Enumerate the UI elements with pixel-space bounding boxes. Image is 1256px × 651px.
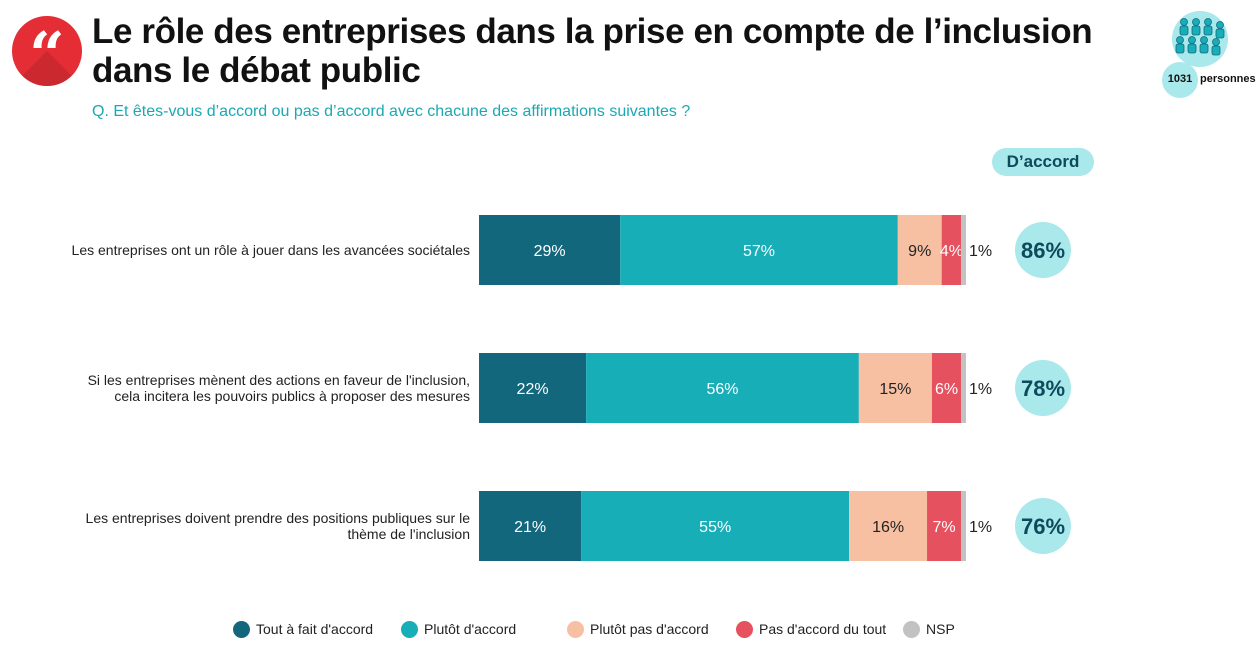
agree-total-bubble [1015, 222, 1071, 278]
bar-segment [849, 491, 928, 561]
legend-item-plutot: Plutôt d'accord [401, 619, 516, 639]
data-label: 57% [743, 243, 775, 260]
legend-swatch-nsp [903, 620, 920, 638]
agree-total-bubble [1015, 360, 1071, 416]
data-label: 16% [872, 519, 904, 536]
sample-count: 1031 [1167, 73, 1193, 85]
legend-item-tout-a-fait: Tout à fait d'accord [233, 619, 373, 639]
legend-label-pas-du-tout: Pas d'accord du tout [759, 621, 887, 637]
category-label: cela incitera les pouvoirs publics à pro… [114, 388, 470, 404]
legend-swatch-tout-a-fait [233, 620, 250, 638]
bar-segment [961, 491, 966, 561]
bar-segment [479, 353, 587, 423]
agree-total-bubble [1015, 498, 1071, 554]
category-label: thème de l'inclusion [347, 526, 470, 542]
quote-icon: “ [29, 18, 65, 87]
data-label: 7% [933, 519, 956, 536]
bar-segment [941, 215, 962, 285]
agree-total-label: 76% [1021, 514, 1065, 539]
data-label: 56% [706, 381, 738, 398]
bar-segment [931, 353, 962, 423]
data-label: 4% [940, 243, 963, 260]
bar-segment [586, 353, 859, 423]
category-label: Si les entreprises mènent des actions en… [88, 372, 470, 388]
category-label: Les entreprises doivent prendre des posi… [86, 510, 471, 526]
legend-label-plutot: Plutôt d'accord [424, 621, 517, 637]
agree-total-label: 86% [1021, 238, 1065, 263]
data-label: 15% [879, 381, 911, 398]
bar-segment [581, 491, 850, 561]
legend-label-nsp: NSP [926, 621, 955, 637]
legend-label-tout-a-fait: Tout à fait d'accord [256, 621, 374, 637]
data-label: 21% [514, 519, 546, 536]
legend-item-pas-du-tout: Pas d'accord du tout [736, 619, 886, 639]
data-label: 1% [969, 381, 992, 398]
sample-count-label: personnes [1200, 73, 1256, 85]
survey-question: Q. Et êtes-vous d’accord ou pas d’accord… [92, 103, 691, 120]
bar-segment [479, 215, 621, 285]
page-title: Le rôle des entreprises dans la prise en… [92, 12, 1093, 90]
bar-segment [927, 491, 962, 561]
data-label: 6% [935, 381, 958, 398]
chart-legend: Tout à fait d'accord Plutôt d'accord Plu… [0, 619, 1256, 639]
bar-segment [479, 491, 582, 561]
bar-segment [620, 215, 898, 285]
data-label: 22% [517, 381, 549, 398]
data-label: 29% [534, 243, 566, 260]
bar-segment [858, 353, 932, 423]
legend-item-plutot-pas: Plutôt pas d'accord [567, 619, 709, 639]
bar-segment [897, 215, 942, 285]
sample-count-badge [1162, 62, 1198, 98]
legend-swatch-plutot-pas [567, 620, 584, 638]
legend-swatch-pas-du-tout [736, 620, 753, 638]
legend-swatch-plutot [401, 620, 418, 638]
legend-item-nsp: NSP [903, 619, 955, 639]
bar-segment [961, 353, 966, 423]
data-label: 55% [699, 519, 731, 536]
agree-total-label: 78% [1021, 376, 1065, 401]
quote-badge: “ [12, 16, 82, 86]
data-label: 1% [969, 519, 992, 536]
data-label: 9% [908, 243, 931, 260]
legend-label-plutot-pas: Plutôt pas d'accord [590, 621, 709, 637]
bar-segment [961, 215, 966, 285]
category-label: Les entreprises ont un rôle à jouer dans… [72, 242, 470, 258]
agree-column-header: D’accord [992, 148, 1094, 176]
people-group-icon [1172, 11, 1228, 67]
data-label: 1% [969, 243, 992, 260]
